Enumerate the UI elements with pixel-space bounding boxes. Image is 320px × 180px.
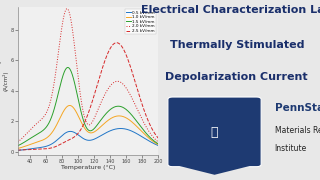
FancyBboxPatch shape (168, 97, 261, 167)
2.0 kV/mm (128, 93, 132, 96)
2.0 kV/mm (78, 89, 82, 91)
2.0 kV/mm (156, 141, 160, 143)
1.0 kV/mm (30, 143, 34, 145)
1.0 kV/mm (68, 104, 72, 107)
2.0 kV/mm (65, 8, 69, 10)
0.5 kV/mm (119, 127, 123, 130)
2.0 kV/mm (16, 141, 20, 143)
Line: 2.5 kV/mm: 2.5 kV/mm (18, 43, 158, 150)
1.5 kV/mm (78, 105, 82, 107)
2.5 kV/mm (78, 130, 82, 132)
0.5 kV/mm (126, 129, 130, 131)
0.5 kV/mm (16, 149, 20, 152)
2.5 kV/mm (73, 136, 76, 138)
Line: 1.0 kV/mm: 1.0 kV/mm (18, 105, 158, 148)
Text: PennState: PennState (275, 103, 320, 114)
1.0 kV/mm (73, 108, 76, 111)
1.5 kV/mm (113, 106, 116, 108)
1.0 kV/mm (128, 119, 132, 122)
Text: 🦁: 🦁 (211, 126, 218, 139)
1.0 kV/mm (113, 116, 116, 118)
1.5 kV/mm (66, 66, 70, 69)
Text: Materials Research: Materials Research (275, 126, 320, 135)
0.5 kV/mm (30, 148, 34, 150)
2.5 kV/mm (115, 42, 119, 44)
1.5 kV/mm (126, 110, 130, 112)
1.0 kV/mm (78, 118, 82, 120)
1.0 kV/mm (156, 144, 160, 146)
0.5 kV/mm (112, 128, 116, 130)
1.0 kV/mm (16, 147, 20, 150)
Text: Institute: Institute (275, 144, 307, 153)
Polygon shape (172, 164, 257, 175)
1.5 kV/mm (156, 143, 160, 145)
0.5 kV/mm (78, 135, 82, 137)
Text: Thermally Stimulated: Thermally Stimulated (170, 40, 304, 50)
0.5 kV/mm (128, 129, 132, 131)
Text: Depolarization Current: Depolarization Current (165, 72, 308, 82)
2.5 kV/mm (30, 148, 34, 150)
X-axis label: Temperature (°C): Temperature (°C) (61, 165, 115, 170)
2.0 kV/mm (30, 127, 34, 129)
2.5 kV/mm (156, 137, 160, 139)
1.5 kV/mm (16, 145, 20, 147)
2.0 kV/mm (113, 81, 116, 83)
Line: 2.0 kV/mm: 2.0 kV/mm (18, 9, 158, 142)
Y-axis label: Current Density
(A/cm²): Current Density (A/cm²) (0, 59, 9, 103)
1.0 kV/mm (126, 118, 130, 120)
Text: Electrical Characterization Lab: Electrical Characterization Lab (141, 5, 320, 15)
2.5 kV/mm (16, 149, 20, 151)
2.5 kV/mm (126, 57, 130, 59)
1.5 kV/mm (30, 136, 34, 138)
2.5 kV/mm (128, 64, 132, 67)
2.0 kV/mm (73, 46, 76, 49)
Line: 0.5 kV/mm: 0.5 kV/mm (18, 129, 158, 150)
2.5 kV/mm (112, 42, 116, 45)
0.5 kV/mm (73, 131, 76, 134)
1.5 kV/mm (73, 82, 76, 85)
Line: 1.5 kV/mm: 1.5 kV/mm (18, 68, 158, 146)
2.0 kV/mm (126, 89, 130, 91)
0.5 kV/mm (156, 145, 160, 147)
Legend: 0.5 kV/mm, 1.0 kV/mm, 1.5 kV/mm, 2.0 kV/mm, 2.5 kV/mm: 0.5 kV/mm, 1.0 kV/mm, 1.5 kV/mm, 2.0 kV/… (125, 9, 156, 34)
1.5 kV/mm (128, 112, 132, 114)
